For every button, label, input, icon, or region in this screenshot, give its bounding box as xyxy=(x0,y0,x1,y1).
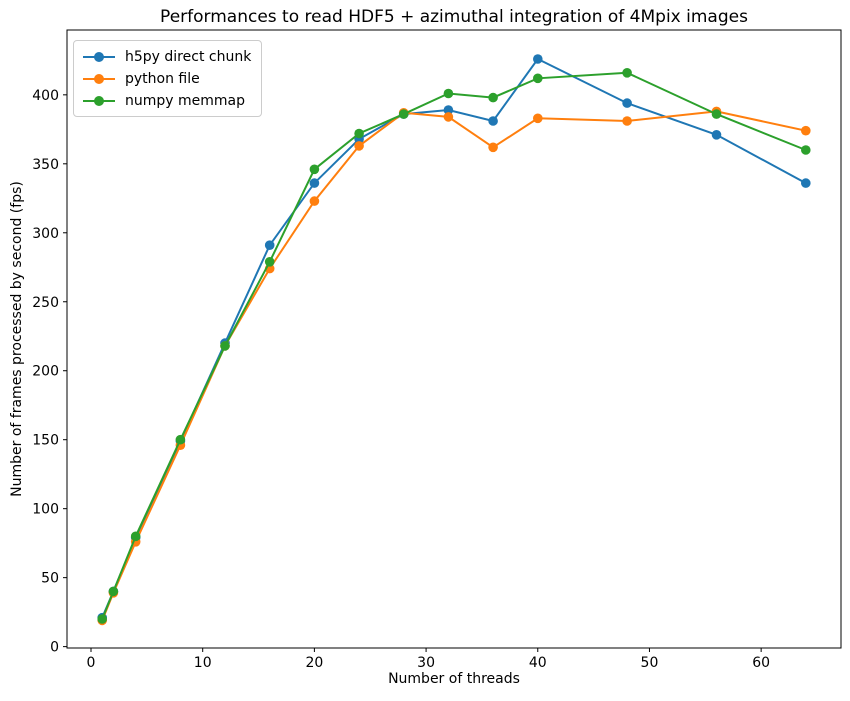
data-point-marker xyxy=(264,240,275,250)
x-tick-label: 50 xyxy=(641,655,659,671)
data-point-marker xyxy=(354,128,364,139)
legend: h5py direct chunk python file numpy memm… xyxy=(73,40,263,117)
data-point-marker xyxy=(354,141,364,151)
legend-line-marker-swatch xyxy=(83,73,115,84)
series-line xyxy=(101,57,807,619)
y-tick-label: 200 xyxy=(32,364,59,380)
x-tick-label: 10 xyxy=(194,655,212,671)
data-point-marker xyxy=(711,109,722,119)
series-python-file xyxy=(97,106,811,626)
legend-item-h5py-direct-chunk: h5py direct chunk xyxy=(83,47,251,66)
data-point-marker xyxy=(488,92,498,103)
data-point-marker xyxy=(175,434,186,445)
legend-line-marker-swatch xyxy=(83,95,115,106)
data-point-marker xyxy=(130,531,141,542)
data-point-marker xyxy=(622,98,632,108)
legend-label: python file xyxy=(125,70,200,87)
y-tick-label: 150 xyxy=(32,433,59,449)
data-point-marker xyxy=(711,130,722,140)
data-point-marker xyxy=(97,614,107,624)
data-point-marker xyxy=(488,116,498,126)
data-point-marker xyxy=(443,88,454,99)
data-point-marker xyxy=(801,145,811,155)
legend-label: h5py direct chunk xyxy=(125,48,252,65)
x-tick-label: 20 xyxy=(305,655,323,671)
x-axis-label: Number of threads xyxy=(388,671,520,687)
data-point-marker xyxy=(801,178,811,188)
data-point-marker xyxy=(108,586,119,597)
y-tick-label: 100 xyxy=(32,502,59,518)
data-point-marker xyxy=(309,196,320,206)
x-tick-label: 40 xyxy=(529,655,547,671)
axes-frame xyxy=(66,29,842,649)
y-axis-label: Number of frames processed by second (fp… xyxy=(9,181,25,497)
legend-item-python-file: python file xyxy=(83,69,251,88)
data-point-marker xyxy=(533,54,543,64)
data-point-marker xyxy=(443,112,454,122)
data-point-marker xyxy=(443,105,454,115)
series-numpy-memmap xyxy=(97,68,811,624)
y-tick-label: 0 xyxy=(50,640,59,656)
x-tick-label: 0 xyxy=(87,655,96,671)
y-tick-label: 300 xyxy=(32,226,59,242)
data-point-marker xyxy=(220,341,230,351)
chart-title: Performances to read HDF5 + azimuthal in… xyxy=(160,7,748,27)
series-h5py-direct-chunk xyxy=(97,54,811,623)
series-line xyxy=(101,110,807,621)
y-tick-label: 50 xyxy=(41,571,59,587)
data-point-marker xyxy=(533,73,543,84)
y-tick-label: 250 xyxy=(32,295,59,311)
y-tick-label: 400 xyxy=(32,88,59,104)
x-tick-label: 60 xyxy=(752,655,770,671)
data-point-marker xyxy=(801,125,811,136)
x-tick-label: 30 xyxy=(417,655,435,671)
legend-label: numpy memmap xyxy=(125,92,245,109)
y-tick-label: 350 xyxy=(32,157,59,173)
legend-line-marker-swatch xyxy=(83,51,115,62)
data-point-marker xyxy=(264,257,275,267)
data-point-marker xyxy=(309,164,320,175)
legend-item-numpy-memmap: numpy memmap xyxy=(83,91,251,110)
data-point-marker xyxy=(488,142,498,153)
series-line xyxy=(101,71,807,620)
data-point-marker xyxy=(398,109,409,119)
data-point-marker xyxy=(622,116,632,126)
data-point-marker xyxy=(533,113,543,124)
data-point-marker xyxy=(309,178,320,188)
data-point-marker xyxy=(622,68,632,78)
